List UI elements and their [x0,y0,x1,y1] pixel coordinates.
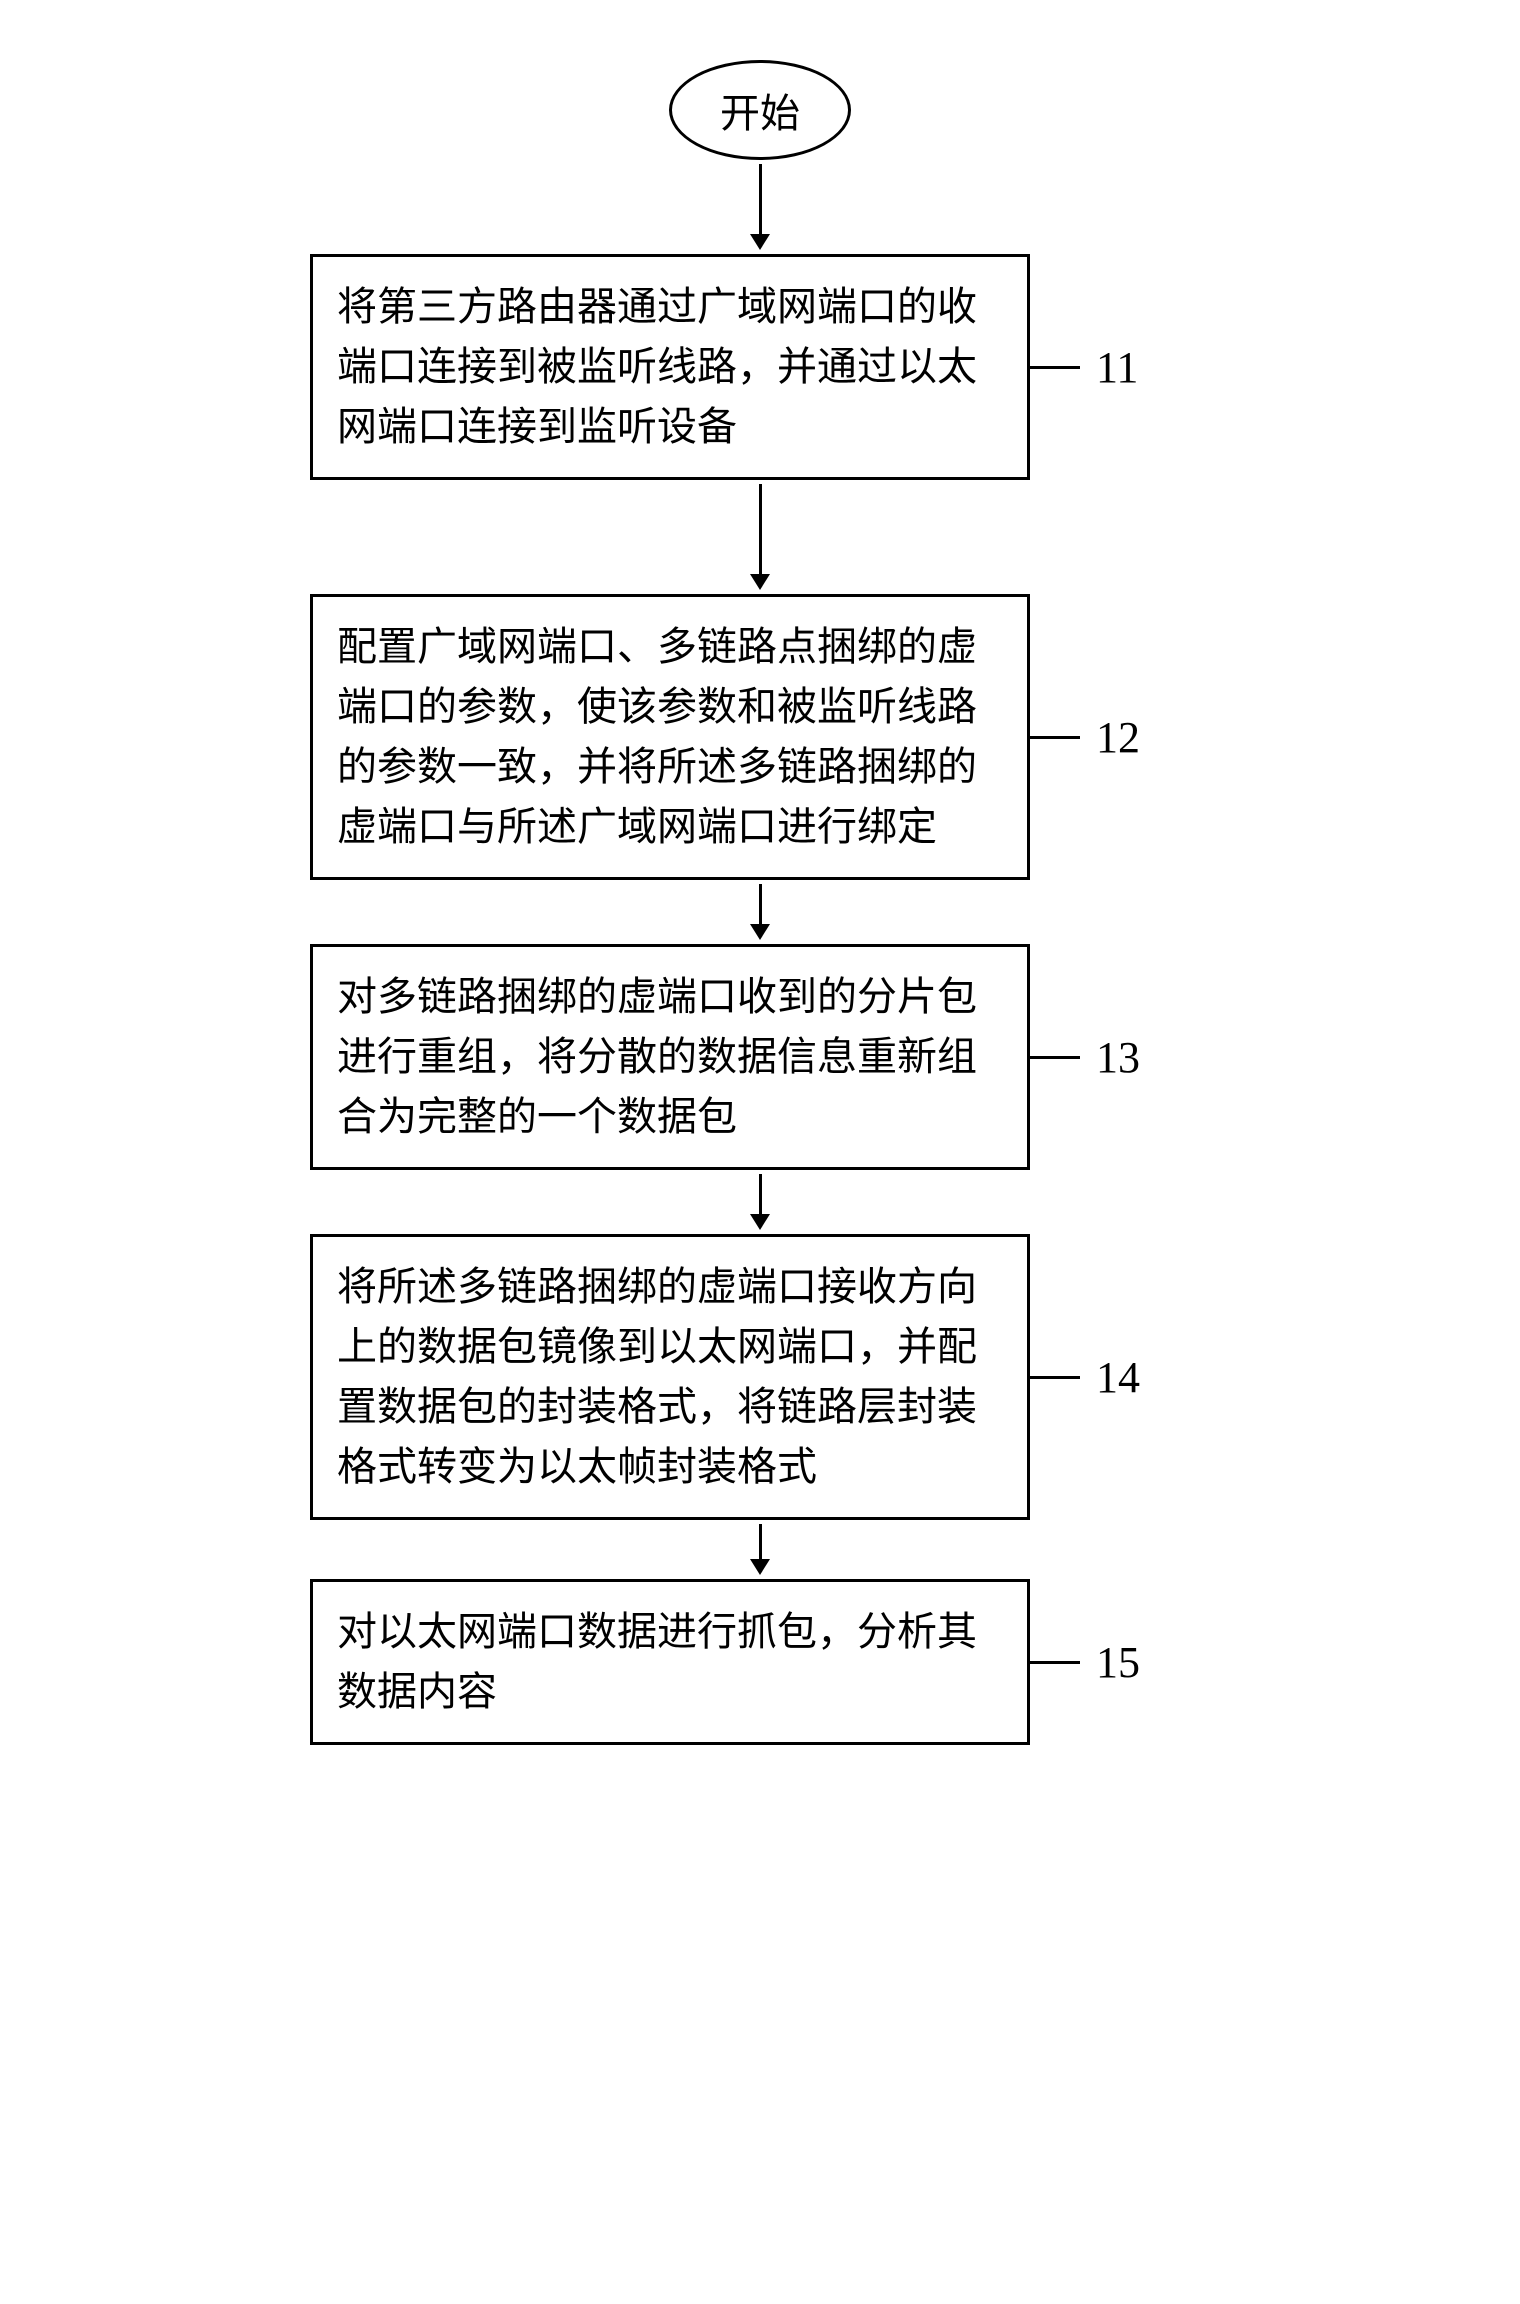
step-row-13: 对多链路捆绑的虚端口收到的分片包进行重组，将分散的数据信息重新组合为完整的一个数… [310,944,1210,1170]
step-text: 配置广域网端口、多链路点捆绑的虚端口的参数，使该参数和被监听线路的参数一致，并将… [337,624,977,849]
arrow-line [759,884,762,924]
step-row-14: 将所述多链路捆绑的虚端口接收方向上的数据包镜像到以太网端口，并配置数据包的封装格… [310,1234,1210,1520]
connector-line [1030,736,1080,739]
arrow-line [759,1174,762,1214]
arrow-head-icon [750,1214,770,1230]
step-text: 对多链路捆绑的虚端口收到的分片包进行重组，将分散的数据信息重新组合为完整的一个数… [337,974,977,1139]
step-box-12: 配置广域网端口、多链路点捆绑的虚端口的参数，使该参数和被监听线路的参数一致，并将… [310,594,1030,880]
step-text: 将第三方路由器通过广域网端口的收端口连接到被监听线路，并通过以太网端口连接到监听… [337,284,977,449]
arrow-line [759,484,762,574]
step-label-15: 15 [1096,1637,1140,1688]
arrow-0 [750,164,770,250]
arrow-2 [750,884,770,940]
arrow-line [759,164,762,234]
arrow-head-icon [750,1559,770,1575]
step-box-11: 将第三方路由器通过广域网端口的收端口连接到被监听线路，并通过以太网端口连接到监听… [310,254,1030,480]
step-label-13: 13 [1096,1032,1140,1083]
connector-line [1030,1376,1080,1379]
arrow-3 [750,1174,770,1230]
start-label: 开始 [720,91,800,136]
arrow-head-icon [750,234,770,250]
connector-line [1030,1056,1080,1059]
step-text: 将所述多链路捆绑的虚端口接收方向上的数据包镜像到以太网端口，并配置数据包的封装格… [337,1264,977,1489]
step-box-13: 对多链路捆绑的虚端口收到的分片包进行重组，将分散的数据信息重新组合为完整的一个数… [310,944,1030,1170]
step-text: 对以太网端口数据进行抓包，分析其数据内容 [337,1609,977,1714]
step-row-12: 配置广域网端口、多链路点捆绑的虚端口的参数，使该参数和被监听线路的参数一致，并将… [310,594,1210,880]
arrow-line [759,1524,762,1559]
arrow-1 [750,484,770,590]
start-node: 开始 [669,60,851,160]
step-box-15: 对以太网端口数据进行抓包，分析其数据内容 [310,1579,1030,1745]
arrow-head-icon [750,574,770,590]
connector-line [1030,366,1080,369]
step-box-14: 将所述多链路捆绑的虚端口接收方向上的数据包镜像到以太网端口，并配置数据包的封装格… [310,1234,1030,1520]
step-row-15: 对以太网端口数据进行抓包，分析其数据内容 15 [310,1579,1210,1745]
arrow-4 [750,1524,770,1575]
step-label-14: 14 [1096,1352,1140,1403]
step-label-12: 12 [1096,712,1140,763]
step-row-11: 将第三方路由器通过广域网端口的收端口连接到被监听线路，并通过以太网端口连接到监听… [310,254,1210,480]
flowchart-container: 开始 将第三方路由器通过广域网端口的收端口连接到被监听线路，并通过以太网端口连接… [310,60,1210,1745]
arrow-head-icon [750,924,770,940]
step-label-11: 11 [1096,342,1138,393]
connector-line [1030,1661,1080,1664]
